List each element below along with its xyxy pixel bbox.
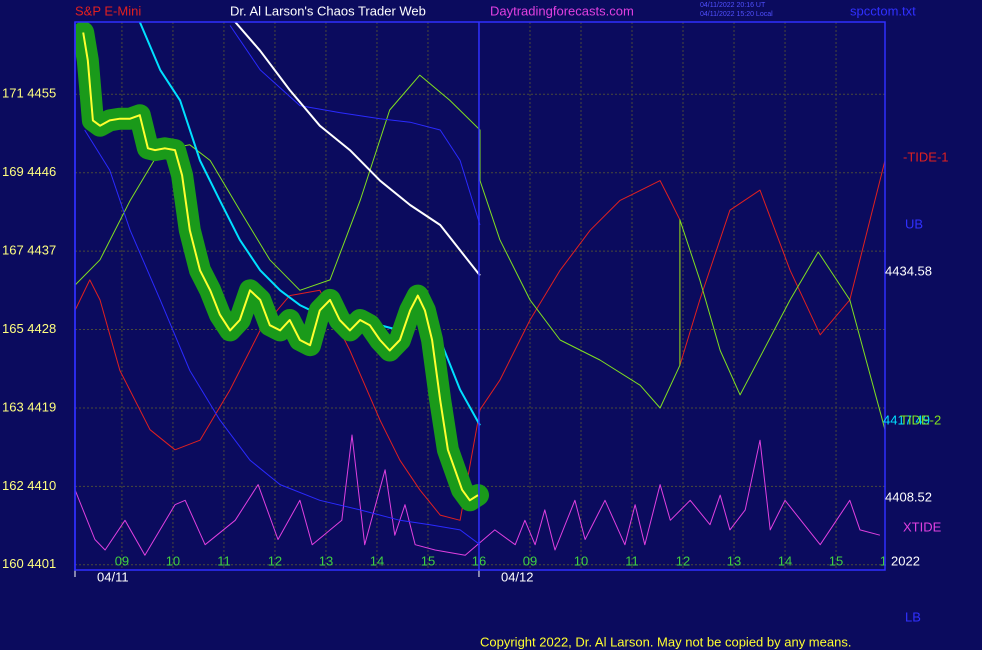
plot [75, 22, 885, 556]
annotation: -TIDE-1 [903, 149, 949, 164]
x-tick-label: 12 [676, 553, 690, 568]
y-tick-label: 171 4455 [2, 86, 56, 101]
series-line [75, 74, 885, 430]
date-label: 04/12 [501, 569, 534, 584]
series-line [82, 32, 479, 502]
annotation: 4434.58 [885, 263, 932, 278]
x-tick-label: 11 [217, 553, 231, 568]
site: Daytradingforecasts.com [490, 3, 634, 18]
series-line [229, 25, 481, 226]
annotation: 4408.52 [885, 489, 932, 504]
axes: 160 4401 162 4410 163 4419 165 4428 167 4437… [2, 21, 894, 584]
copyright: Copyright 2022, Dr. Al Larson. May not b… [480, 634, 851, 649]
x-tick-label: 12 [268, 553, 282, 568]
y-tick-label: 163 4419 [2, 399, 56, 414]
annotation: 2022 [891, 553, 920, 568]
annotation: XTIDE [903, 519, 942, 534]
x-tick-label: 14 [370, 553, 384, 568]
y-tick-label: 160 4401 [2, 556, 56, 571]
x-tick-label: 10 [166, 553, 180, 568]
series-line [234, 22, 481, 277]
x-tick-label: 14 [778, 553, 792, 568]
y-tick-label: 169 4446 [2, 164, 56, 179]
x-tick-label: 13 [727, 553, 741, 568]
x-tick-label: 15 [829, 553, 843, 568]
y-tick-label: 162 4410 [2, 478, 56, 493]
timestamp: 04/11/2022 20:16 UT [700, 2, 766, 9]
annotation: 4417.49 [883, 412, 930, 427]
series-line [84, 129, 481, 546]
annotation: TIDE-2 [900, 412, 941, 427]
date-label: 04/11 [97, 569, 129, 584]
x-tick-label: 09 [523, 553, 537, 568]
x-tick-label: 15 [421, 553, 435, 568]
right-panel [886, 22, 982, 632]
x-tick-label: 09 [115, 553, 129, 568]
series-line [75, 434, 881, 556]
y-tick-label: 165 4428 [2, 321, 56, 336]
chart-title: Dr. Al Larson's Chaos Trader Web [230, 3, 426, 18]
timestamp: 04/11/2022 15:20 Local [700, 11, 773, 18]
series-line [75, 160, 885, 521]
instrument: S&P E-Mini [75, 3, 141, 18]
y-tick-label: 167 4437 [2, 243, 56, 258]
x-tick-label: 13 [319, 553, 333, 568]
file-name: spcctom.txt [850, 3, 916, 18]
x-tick-label: 10 [574, 553, 588, 568]
plot-border [74, 21, 886, 571]
annotation: LB [905, 609, 921, 624]
annotation: UB [905, 216, 923, 231]
x-tick-label: 11 [625, 553, 639, 568]
